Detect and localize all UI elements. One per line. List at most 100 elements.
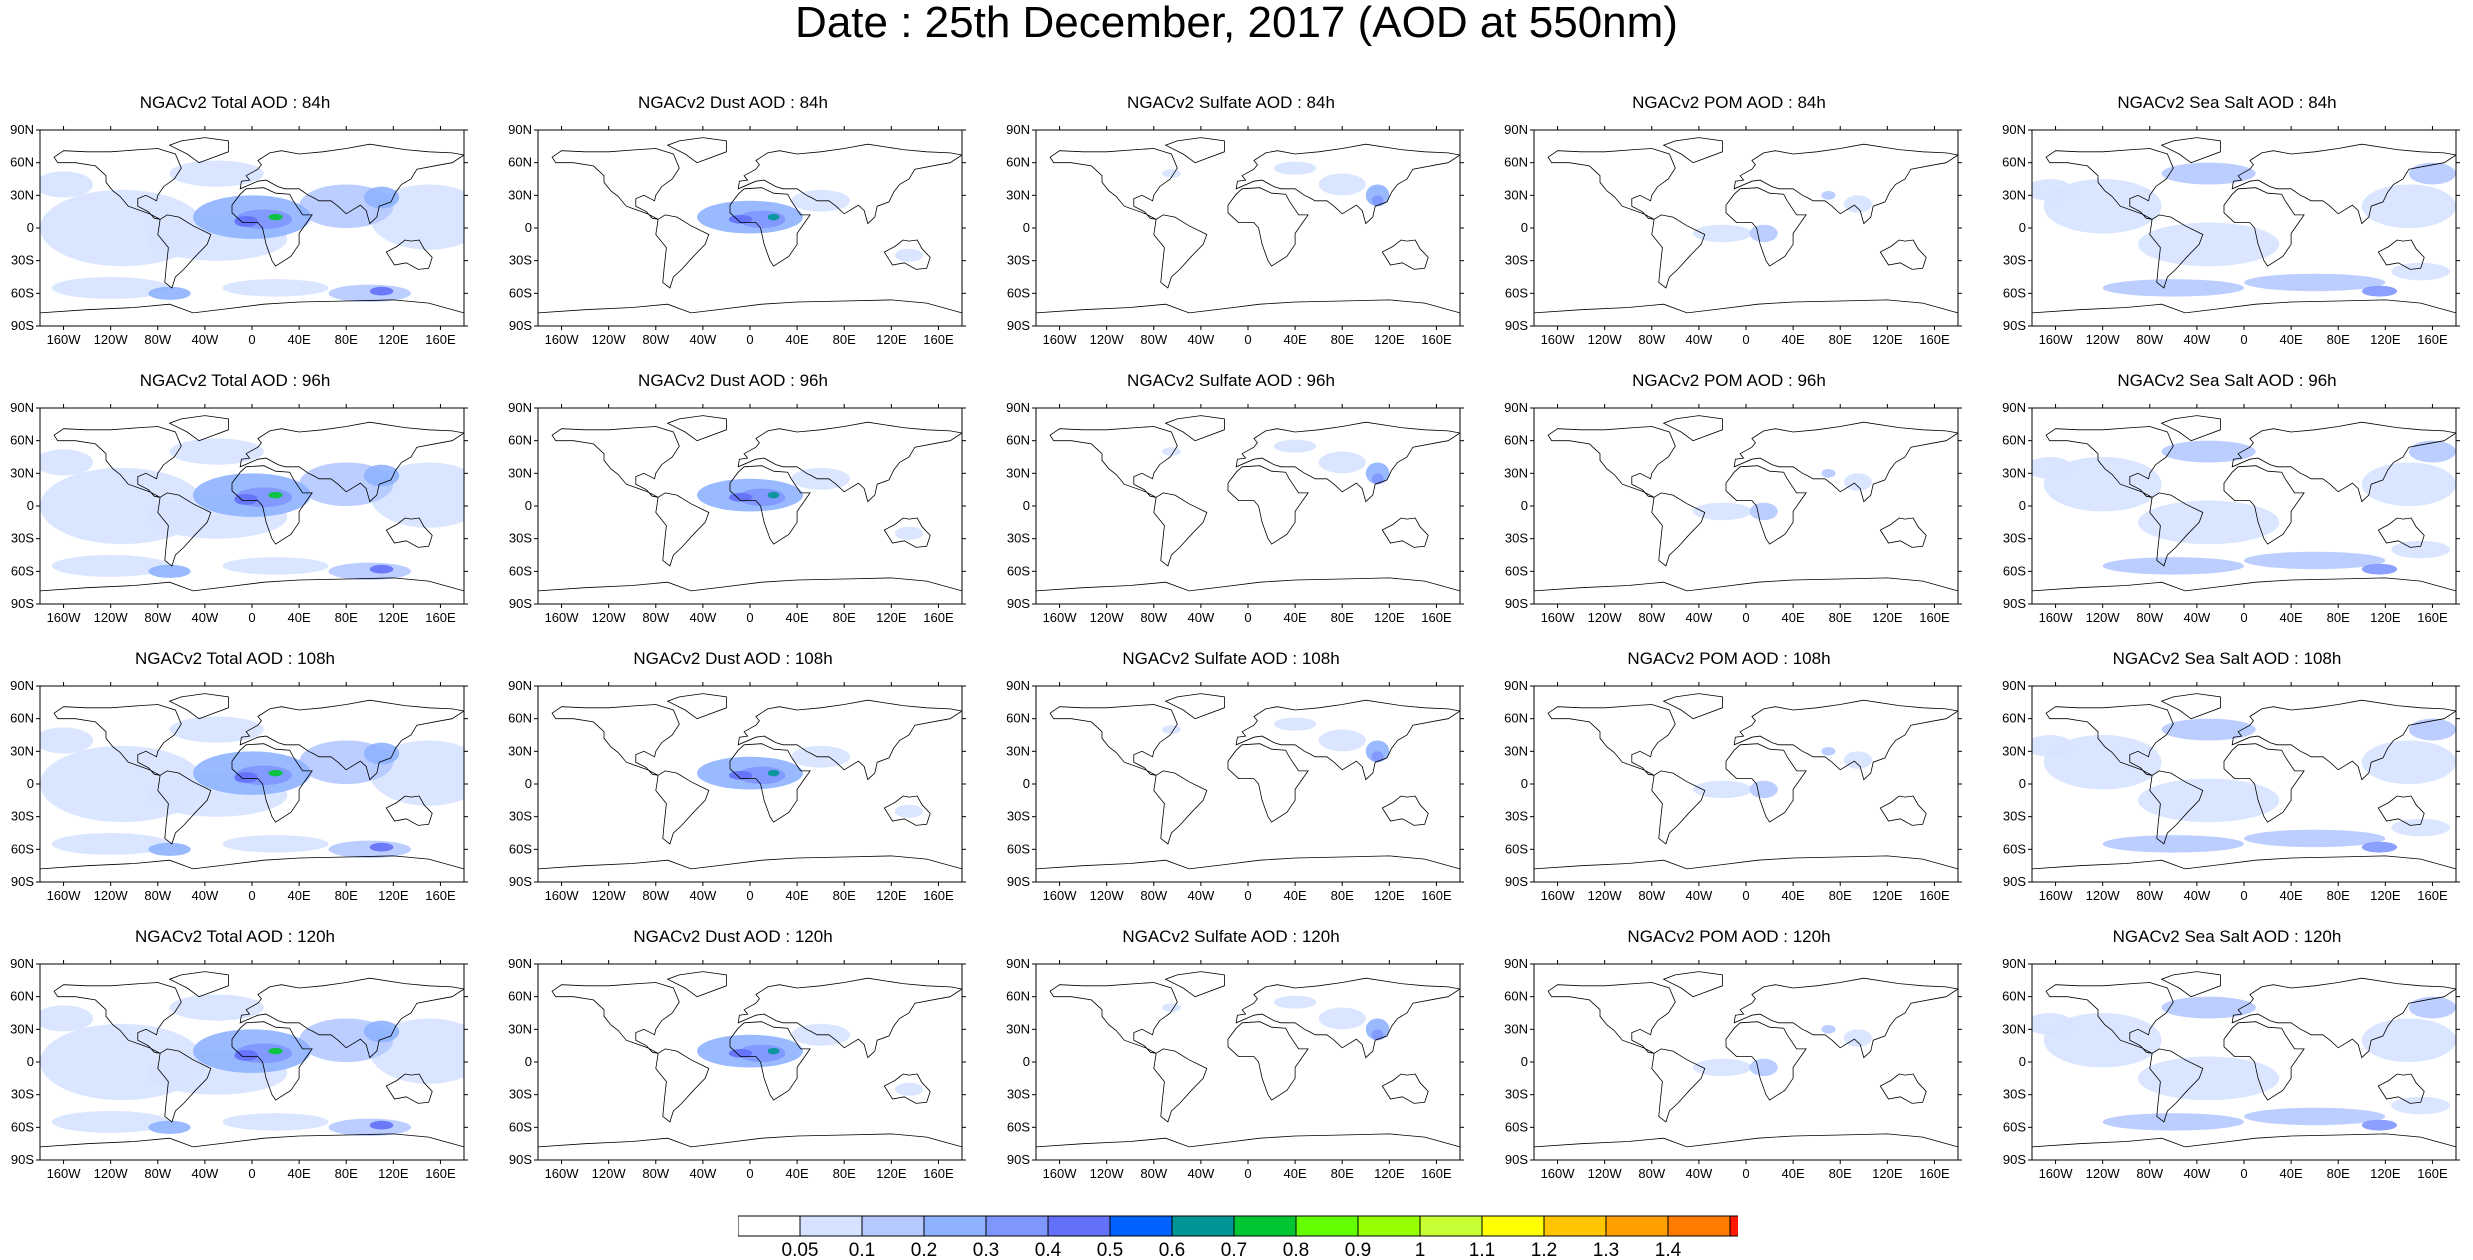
lat-tick-label: 0 bbox=[27, 1054, 34, 1069]
coastline bbox=[737, 977, 962, 1059]
coastline bbox=[1049, 148, 1178, 220]
colorbar-swatch bbox=[1109, 1215, 1173, 1237]
aod-plume bbox=[40, 171, 93, 198]
lat-tick-label: 60S bbox=[2003, 563, 2026, 578]
aod-plume bbox=[51, 277, 170, 299]
coastline bbox=[2223, 1021, 2305, 1101]
coastline bbox=[1164, 693, 1225, 720]
aod-plume bbox=[1318, 451, 1366, 474]
colorbar-label: 1.4 bbox=[1655, 1240, 1682, 1260]
coastline bbox=[1049, 426, 1178, 498]
aod-plume bbox=[1371, 751, 1384, 763]
lat-tick-label: 90N bbox=[10, 678, 34, 693]
lon-tick-label: 40E bbox=[786, 1166, 809, 1181]
coastline bbox=[1879, 795, 1927, 826]
colorbar-swatch bbox=[1047, 1215, 1111, 1237]
lat-tick-label: 30N bbox=[2002, 465, 2026, 480]
lon-tick-label: 40W bbox=[1188, 610, 1215, 625]
lat-tick-label: 0 bbox=[1023, 1054, 1030, 1069]
coastline bbox=[538, 299, 962, 326]
colorbar-swatch bbox=[1729, 1215, 1738, 1237]
aod-map: 90N 60N 30N 0 30S 60S 90S 160W 120W 80W 40W 0 40E 80E… bbox=[508, 956, 966, 1181]
lat-tick-label: 90S bbox=[11, 318, 34, 333]
lat-tick-label: 60S bbox=[11, 563, 34, 578]
aod-plume bbox=[1371, 195, 1384, 207]
lon-tick-label: 80E bbox=[335, 610, 358, 625]
colorbar-label: 1.3 bbox=[1593, 1240, 1619, 1260]
lat-tick-label: 30S bbox=[11, 253, 34, 268]
aod-plume bbox=[328, 284, 411, 303]
lon-tick-label: 160E bbox=[2417, 1166, 2448, 1181]
aod-plume bbox=[1318, 729, 1366, 752]
coastline bbox=[1547, 148, 1676, 220]
lat-tick-label: 90S bbox=[509, 1152, 532, 1167]
coastline bbox=[1879, 239, 1927, 270]
lon-tick-label: 80E bbox=[1829, 1166, 1852, 1181]
coastline bbox=[1662, 415, 1723, 442]
aod-plume bbox=[2361, 841, 2398, 853]
lon-tick-label: 120W bbox=[2086, 1166, 2121, 1181]
coastline bbox=[1235, 699, 1460, 781]
aod-plume bbox=[1749, 224, 1778, 243]
lon-tick-label: 160W bbox=[47, 610, 82, 625]
coastline bbox=[1725, 743, 1807, 823]
lat-tick-label: 90S bbox=[2003, 318, 2026, 333]
colorbar-swatch bbox=[1419, 1215, 1483, 1237]
coastline bbox=[168, 971, 229, 998]
lon-tick-label: 80E bbox=[833, 610, 856, 625]
lat-tick-label: 0 bbox=[1521, 220, 1528, 235]
coastline bbox=[1164, 971, 1225, 998]
coastline bbox=[231, 743, 313, 823]
lon-tick-label: 120E bbox=[1872, 888, 1903, 903]
map-panel-seasalt-108h: NGACv2 Sea Salt AOD : 108h 90N 60N 30N 0 30S 6… bbox=[1992, 648, 2462, 903]
coastline bbox=[2160, 693, 2221, 720]
lat-tick-label: 30S bbox=[2003, 1087, 2026, 1102]
lat-tick-label: 60N bbox=[508, 155, 532, 170]
coastline bbox=[1534, 299, 1958, 326]
lat-tick-label: 60N bbox=[10, 711, 34, 726]
lon-tick-label: 0 bbox=[1742, 610, 1749, 625]
coastline bbox=[239, 977, 464, 1059]
coastline bbox=[2377, 1073, 2425, 1104]
aod-plume bbox=[234, 772, 258, 783]
aod-plume bbox=[40, 745, 205, 823]
panel-title: NGACv2 Sulfate AOD : 108h bbox=[1122, 649, 1340, 668]
lon-tick-label: 80E bbox=[1331, 888, 1354, 903]
aod-plume bbox=[1843, 473, 1873, 491]
aod-plume bbox=[328, 562, 411, 581]
aod-plume bbox=[51, 555, 170, 577]
lon-tick-label: 40E bbox=[786, 332, 809, 347]
coastline bbox=[157, 214, 212, 289]
coastline bbox=[1547, 982, 1676, 1054]
lon-tick-label: 80E bbox=[1829, 332, 1852, 347]
aod-plume bbox=[894, 526, 924, 540]
lat-tick-label: 30N bbox=[1006, 465, 1030, 480]
panel-title: NGACv2 Dust AOD : 96h bbox=[638, 371, 828, 390]
coastline bbox=[1651, 214, 1706, 289]
lon-tick-label: 80W bbox=[1638, 888, 1665, 903]
coastline bbox=[2045, 426, 2174, 498]
coastline bbox=[538, 577, 962, 604]
aod-plume bbox=[2161, 440, 2256, 463]
lat-tick-label: 90N bbox=[508, 956, 532, 971]
lat-tick-label: 30S bbox=[11, 1087, 34, 1102]
lon-tick-label: 0 bbox=[1742, 888, 1749, 903]
lon-tick-label: 120W bbox=[94, 610, 129, 625]
lat-tick-label: 0 bbox=[525, 498, 532, 513]
lat-tick-label: 30S bbox=[1505, 809, 1528, 824]
lat-tick-label: 60N bbox=[508, 433, 532, 448]
lon-tick-label: 80W bbox=[642, 610, 669, 625]
lat-tick-label: 90S bbox=[1505, 318, 1528, 333]
aod-plume bbox=[2032, 735, 2074, 757]
lat-tick-label: 90N bbox=[508, 400, 532, 415]
lon-tick-label: 40E bbox=[1284, 332, 1307, 347]
lon-tick-label: 160W bbox=[1541, 610, 1576, 625]
aod-plume bbox=[234, 494, 258, 505]
aod-plume bbox=[51, 833, 170, 855]
coastline bbox=[729, 187, 811, 267]
coastline bbox=[1879, 1073, 1927, 1104]
lon-tick-label: 40E bbox=[288, 332, 311, 347]
lat-tick-label: 90S bbox=[509, 318, 532, 333]
aod-plume bbox=[1318, 1007, 1366, 1030]
map-panel-sulfate-84h: NGACv2 Sulfate AOD : 84h 90N 60N 30N 0 30S 60S… bbox=[996, 92, 1466, 347]
